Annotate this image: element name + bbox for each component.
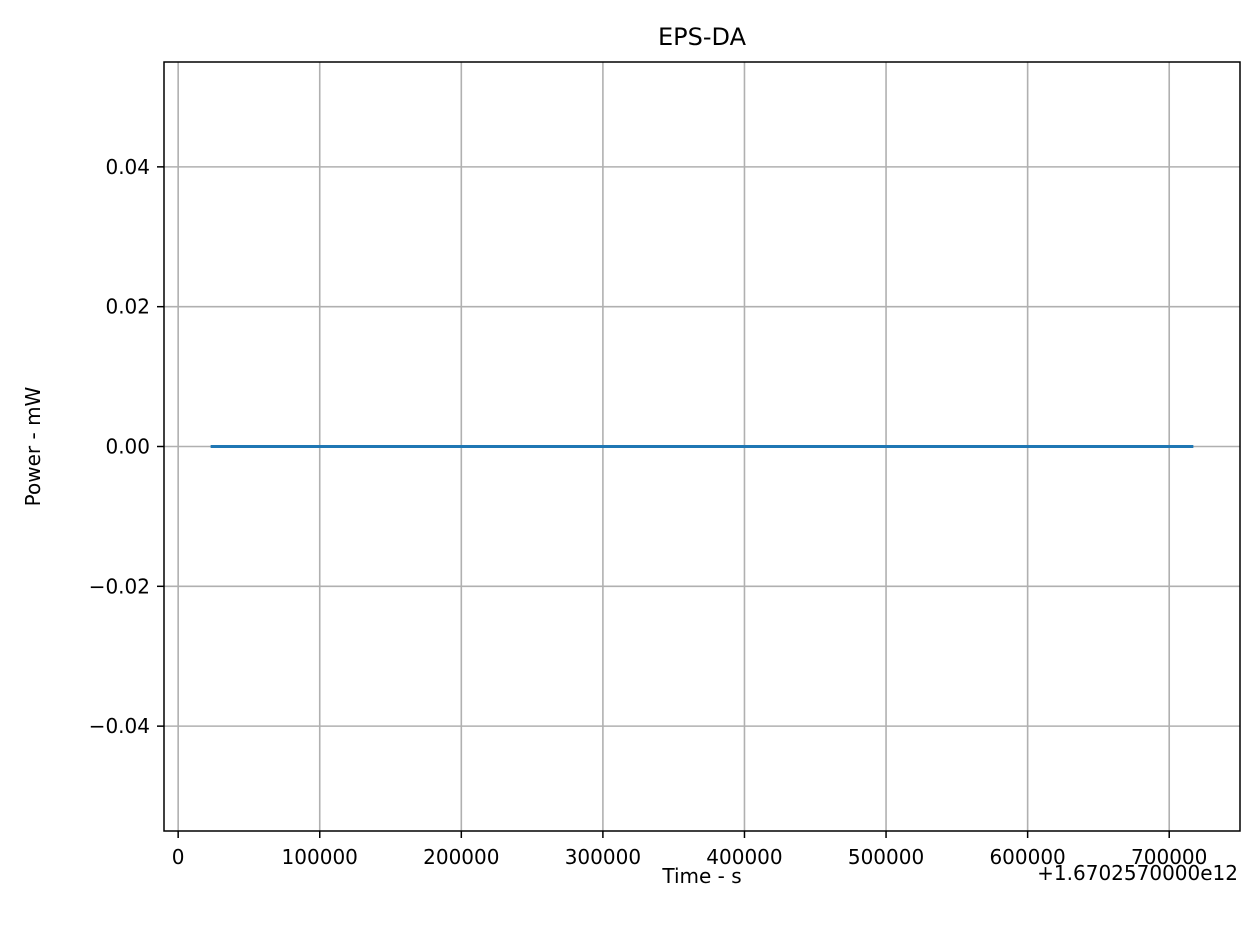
x-tick-label: 400000 (706, 845, 782, 869)
x-tick-label: 700000 (1131, 845, 1207, 869)
x-tick-label: 100000 (282, 845, 358, 869)
x-tick-label: 200000 (423, 845, 499, 869)
x-tick-label: 600000 (989, 845, 1065, 869)
x-offset-label: +1.6702570000e12 (1037, 861, 1238, 885)
y-tick-label: 0.00 (105, 435, 150, 459)
y-axis-label: Power - mW (21, 386, 45, 506)
x-tick-label: 300000 (565, 845, 641, 869)
y-tick-label: −0.04 (89, 714, 150, 738)
x-axis-label: Time - s (661, 864, 741, 888)
x-axis: 0 100000 200000 300000 400000 500000 600000 700… (172, 831, 1207, 869)
y-tick-label: 0.02 (105, 295, 150, 319)
x-tick-label: 0 (172, 845, 185, 869)
y-axis: −0.04 −0.02 0.00 0.02 0.04 (89, 155, 164, 738)
chart-title: EPS-DA (658, 23, 747, 51)
y-tick-label: 0.04 (105, 155, 150, 179)
y-tick-label: −0.02 (89, 574, 150, 598)
x-tick-label: 500000 (848, 845, 924, 869)
